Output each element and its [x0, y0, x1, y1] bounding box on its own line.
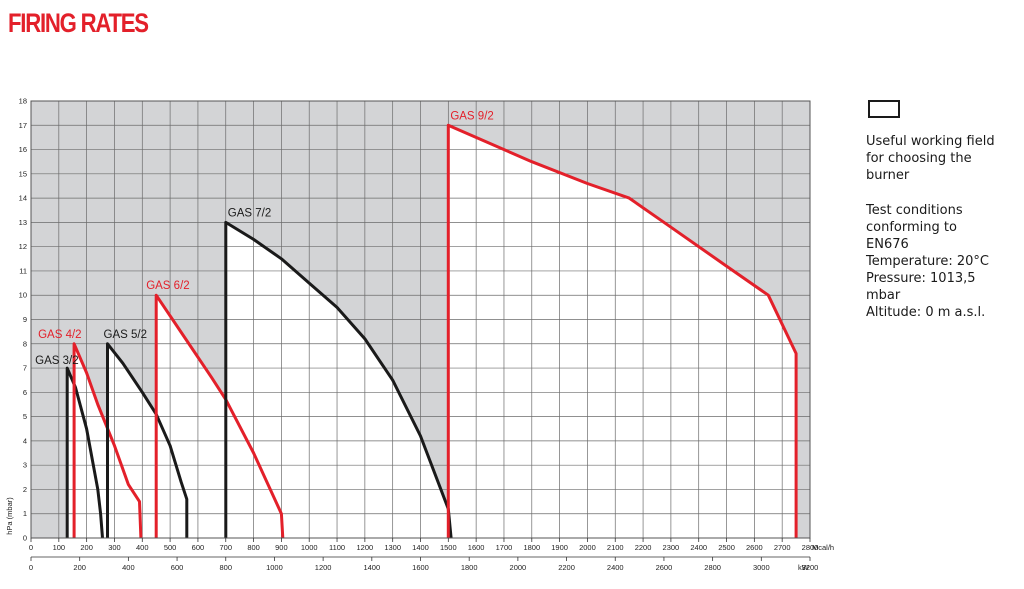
x-tick-label-mcal: 1200 — [357, 543, 374, 552]
x-tick-label-kw: 600 — [171, 563, 184, 572]
legend-test-line2: conforming to — [866, 220, 957, 235]
x-tick-label-mcal: 2300 — [663, 543, 680, 552]
x-tick-label-mcal: 0 — [29, 543, 33, 552]
legend-field-line1: Useful working field — [866, 134, 995, 149]
x-tick-label-kw: 2800 — [704, 563, 721, 572]
x-tick-label-mcal: 2500 — [718, 543, 735, 552]
x-tick-label-mcal: 600 — [192, 543, 205, 552]
x-tick-label-mcal: 1900 — [551, 543, 568, 552]
y-tick-label: 6 — [23, 388, 27, 397]
x-tick-label-mcal: 1700 — [496, 543, 513, 552]
legend-pressure-line1: Pressure: 1013,5 — [866, 271, 976, 286]
field-fill-gas-7-2 — [225, 222, 452, 538]
grid-lines — [30, 100, 811, 539]
x-tick-label-kw: 2400 — [607, 563, 624, 572]
x-tick-label-mcal: 1400 — [412, 543, 429, 552]
series-line-gas-7-2 — [224, 220, 453, 539]
series-labels: GAS 3/2 GAS 4/2 GAS 5/2 GAS 6/2 GAS 7/2 GAS 9… — [35, 110, 494, 367]
y-tick-label: 12 — [19, 242, 27, 251]
series-curves — [65, 123, 798, 539]
x-tick-label-kw: 800 — [219, 563, 232, 572]
x-tick-label-kw: 1800 — [461, 563, 478, 572]
x-tick-label-mcal: 2100 — [607, 543, 624, 552]
x-tick-label-kw: 2000 — [510, 563, 527, 572]
series-label-gas-6-2: GAS 6/2 — [146, 280, 189, 292]
x-tick-label-mcal: 400 — [136, 543, 149, 552]
x-tick-label-mcal: 1500 — [440, 543, 457, 552]
y-tick-label: 0 — [23, 534, 27, 543]
y-tick-label: 14 — [19, 194, 27, 203]
y-tick-label: 8 — [23, 339, 27, 348]
legend-field-line3: burner — [866, 168, 910, 183]
y-tick-label: 18 — [19, 97, 27, 106]
y-tick-label: 15 — [19, 169, 27, 178]
x-tick-label-mcal: 2800 — [802, 543, 819, 552]
x-unit-label-kw: kW — [798, 563, 810, 572]
legend-swatch — [868, 100, 900, 118]
series-label-gas-4-2: GAS 4/2 — [38, 329, 81, 341]
y-tick-label: 11 — [19, 266, 27, 275]
legend-pressure-line2: mbar — [866, 288, 901, 303]
x-tick-label-mcal: 800 — [247, 543, 260, 552]
x-tick-label-kw: 1600 — [412, 563, 429, 572]
series-label-gas-7-2: GAS 7/2 — [228, 207, 271, 219]
x-tick-label-mcal: 2600 — [746, 543, 763, 552]
series-label-gas-5-2: GAS 5/2 — [104, 329, 147, 341]
x-tick-label-kw: 2600 — [656, 563, 673, 572]
x-tick-label-kw: 3200 — [802, 563, 819, 572]
y-tick-label: 13 — [19, 218, 27, 227]
y-tick-label: 7 — [23, 364, 27, 373]
y-tick-label: 5 — [23, 412, 27, 421]
y-axis-label: hPa (mbar) — [5, 497, 14, 535]
series-line-gas-9-2 — [446, 123, 798, 538]
x-tick-label-kw: 0 — [29, 563, 33, 572]
x-tick-label-mcal: 2400 — [690, 543, 707, 552]
x-tick-label-kw: 1400 — [363, 563, 380, 572]
field-fill-gas-9-2 — [448, 125, 797, 539]
x-tick-label-mcal: 300 — [108, 543, 121, 552]
x-tick-label-kw: 1200 — [315, 563, 332, 572]
x-tick-label-kw: 400 — [122, 563, 135, 572]
page-title: FIRING RATES — [8, 8, 149, 38]
series-line-gas-6-2 — [154, 293, 285, 539]
series-label-gas-9-2: GAS 9/2 — [450, 110, 493, 122]
y-tick-label: 16 — [19, 145, 27, 154]
x-tick-label-kw: 1000 — [266, 563, 283, 572]
x-tick-label-mcal: 1100 — [329, 543, 345, 552]
y-tick-label: 2 — [23, 485, 27, 494]
x-tick-label-mcal: 100 — [53, 543, 66, 552]
legend-test-line3: EN676 — [866, 237, 909, 252]
y-tick-label: 9 — [23, 315, 27, 324]
x-tick-label-mcal: 1600 — [468, 543, 485, 552]
x-tick-label-mcal: 900 — [275, 543, 288, 552]
x-tick-label-mcal: 2700 — [774, 543, 791, 552]
x-tick-label-mcal: 500 — [164, 543, 177, 552]
x-tick-label-mcal: 2200 — [635, 543, 652, 552]
y-tick-label: 10 — [19, 291, 27, 300]
x-tick-label-mcal: 200 — [80, 543, 93, 552]
x-tick-label-kw: 200 — [73, 563, 86, 572]
legend-altitude: Altitude: 0 m a.s.l. — [866, 305, 986, 320]
y-tick-label: 17 — [19, 121, 27, 130]
y-tick-label: 4 — [23, 436, 27, 445]
y-tick-label: 1 — [23, 509, 27, 518]
x-tick-label-kw: 2200 — [558, 563, 575, 572]
legend-test-line1: Test conditions — [866, 203, 963, 218]
y-tick-label: 3 — [23, 461, 27, 470]
series-line-gas-3-2 — [65, 366, 104, 539]
series-label-gas-3-2: GAS 3/2 — [35, 355, 78, 367]
x-tick-label-mcal: 1800 — [523, 543, 540, 552]
x-tick-label-mcal: 1300 — [384, 543, 401, 552]
x-tick-label-kw: 3000 — [753, 563, 770, 572]
legend-notes: Useful working field for choosing the bu… — [866, 133, 1016, 321]
x-unit-label-mcal: Mcal/h — [812, 543, 834, 552]
legend-temperature: Temperature: 20°C — [866, 254, 989, 269]
x-tick-label-mcal: 700 — [219, 543, 232, 552]
legend-field-line2: for choosing the — [866, 151, 972, 166]
x-tick-label-mcal: 1000 — [301, 543, 318, 552]
x-tick-label-mcal: 2000 — [579, 543, 596, 552]
